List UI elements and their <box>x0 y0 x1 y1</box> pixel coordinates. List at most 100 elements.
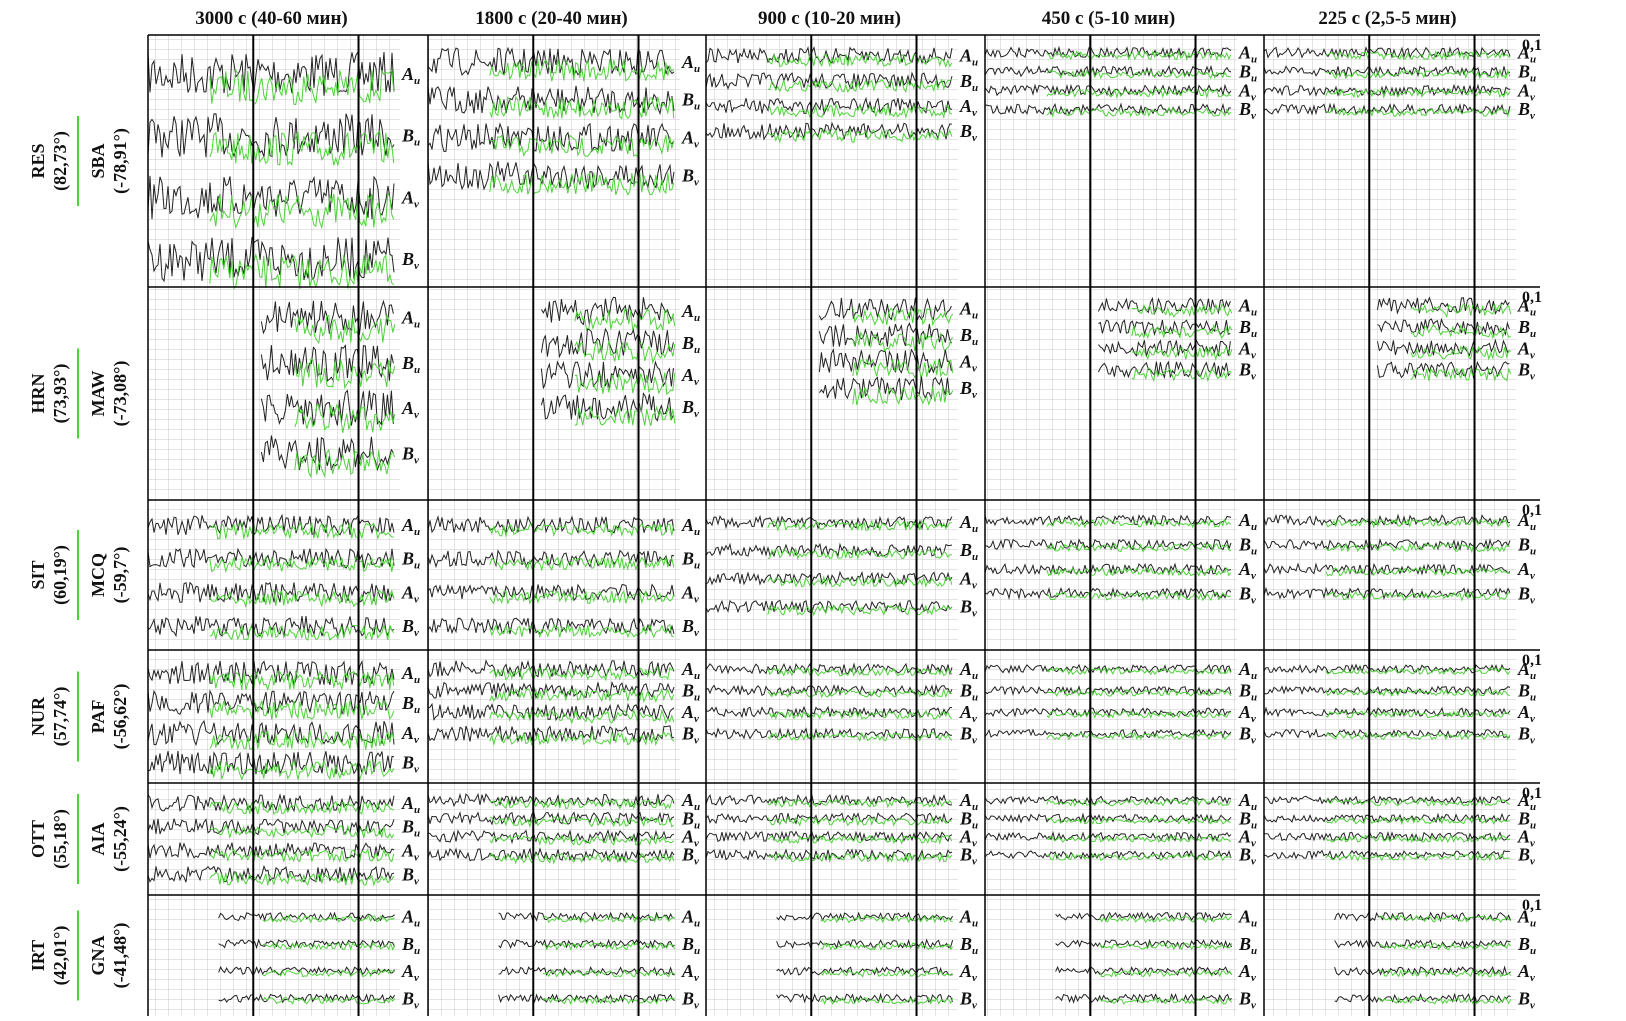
trace-label: Av <box>959 352 977 375</box>
waveform <box>1099 941 1233 951</box>
trace-subscript: u <box>1251 918 1257 930</box>
waveform <box>984 562 1232 576</box>
trace-label: Bu <box>959 71 978 94</box>
waveform <box>1099 996 1233 1005</box>
trace-label: Au <box>1517 510 1536 533</box>
waveform <box>1046 667 1232 676</box>
waveform <box>262 941 396 951</box>
waveform <box>209 758 395 781</box>
trace-letter: B <box>959 325 972 345</box>
trace-subscript: u <box>414 804 420 816</box>
station-label: (73,93°) <box>50 364 71 424</box>
waveform <box>540 296 674 326</box>
waveform <box>767 815 952 827</box>
trace-subscript: u <box>414 75 420 87</box>
trace-subscript: u <box>1251 307 1257 319</box>
waveform <box>262 996 396 1005</box>
trace-subscript: v <box>972 735 977 747</box>
trace-letter: B <box>401 549 414 569</box>
trace-subscript: v <box>972 132 977 144</box>
trace-letter: B <box>959 540 972 560</box>
trace-subscript: v <box>972 363 977 375</box>
trace-label: Au <box>1238 42 1257 65</box>
trace-subscript: v <box>414 972 419 984</box>
waveform <box>1097 360 1231 380</box>
trace-subscript: u <box>972 551 978 563</box>
trace-label: Bu <box>1238 680 1257 703</box>
waveform <box>767 731 953 742</box>
waveform <box>542 941 676 951</box>
waveform <box>820 914 953 924</box>
waveform <box>262 969 395 978</box>
trace-subscript: u <box>694 670 700 682</box>
waveform <box>767 687 953 699</box>
waveform <box>1263 706 1511 718</box>
trace-subscript: v <box>1251 349 1256 361</box>
panel-grid <box>706 895 958 1016</box>
trace-letter: A <box>1238 790 1251 810</box>
trace-subscript: v <box>972 999 977 1011</box>
trace-label: Av <box>1517 827 1535 850</box>
trace-label: Bv <box>681 845 699 868</box>
trace-letter: B <box>401 616 414 636</box>
trace-subscript: u <box>972 819 978 831</box>
waveform <box>147 842 395 860</box>
waveform <box>574 340 676 365</box>
waveform <box>489 815 675 829</box>
trace-subscript: u <box>972 523 978 535</box>
trace-label: Av <box>681 702 699 725</box>
trace-letter: B <box>1238 317 1251 337</box>
station-label: (82,73°) <box>50 131 71 191</box>
waveform <box>209 555 395 574</box>
waveform <box>489 666 675 682</box>
trace-letter: B <box>681 549 694 569</box>
panel-grid <box>706 35 958 287</box>
waveform <box>776 938 954 950</box>
trace-label: Bu <box>1517 61 1536 84</box>
trace-subscript: v <box>1530 594 1535 606</box>
trace-subscript: v <box>414 409 419 421</box>
trace-letter: B <box>1517 680 1530 700</box>
waveform <box>852 386 954 406</box>
waveform <box>542 969 675 978</box>
trace-subscript: v <box>1251 972 1256 984</box>
waveform <box>767 575 953 588</box>
trace-letter: A <box>959 298 972 318</box>
trace-label: Bv <box>1238 360 1256 383</box>
waveform <box>767 603 953 617</box>
trace-label: Av <box>959 96 977 119</box>
trace-label: Bu <box>1517 317 1536 340</box>
trace-label: Bv <box>401 616 419 639</box>
trace-label: Au <box>959 659 978 682</box>
waveform <box>984 812 1232 825</box>
column-header: 450 с (5-10 мин) <box>1042 8 1176 29</box>
trace-letter: A <box>959 961 972 981</box>
waveform <box>1131 323 1233 340</box>
trace-letter: A <box>681 515 694 535</box>
trace-label: Au <box>959 298 978 321</box>
trace-label: Bu <box>959 934 978 957</box>
trace-letter: A <box>681 52 694 72</box>
trace-letter: B <box>681 988 694 1008</box>
trace-label: Bu <box>1238 317 1257 340</box>
panel-grid <box>148 895 400 1016</box>
trace-label: Bv <box>401 753 419 776</box>
station-label: (-41,48°) <box>110 923 131 989</box>
trace-letter: B <box>959 808 972 828</box>
trace-letter: A <box>1517 961 1530 981</box>
waveform <box>705 542 953 558</box>
trace-label: Au <box>681 515 700 538</box>
waveform <box>1055 993 1232 1004</box>
waveform <box>209 800 395 816</box>
trace-letter: A <box>959 702 972 722</box>
waveform <box>1131 367 1232 383</box>
trace-label: Bu <box>401 693 420 716</box>
waveform <box>209 589 395 609</box>
waveform <box>489 708 675 725</box>
trace-label: Au <box>1238 907 1257 930</box>
trace-label: Bu <box>681 808 700 831</box>
trace-label: Bu <box>401 353 420 376</box>
trace-subscript: u <box>1251 521 1257 533</box>
station-label: (57,74°) <box>50 687 71 747</box>
trace-subscript: u <box>1251 328 1257 340</box>
